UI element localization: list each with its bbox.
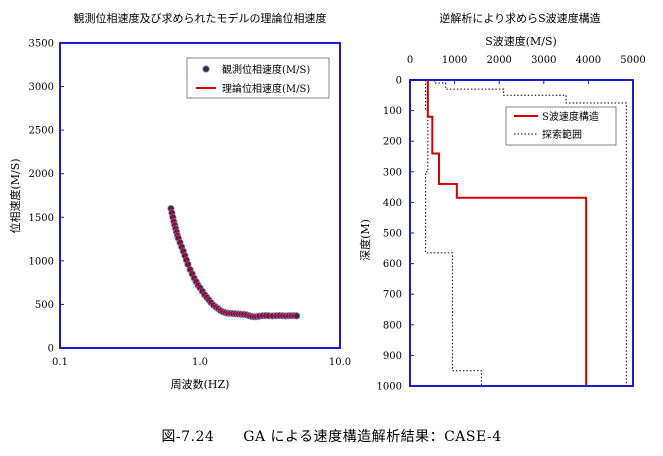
right-ytick-label: 0 xyxy=(396,76,402,87)
right-chart-title: 逆解析により求めらS波速度構造 xyxy=(439,11,600,25)
right-ytick-label: 500 xyxy=(383,229,402,240)
left-ytick-label: 3500 xyxy=(29,39,54,50)
right-ytick-label: 100 xyxy=(383,106,402,117)
right-x-axis-label: S波速度(M/S) xyxy=(485,34,557,48)
left-xtick-label: 0.1 xyxy=(52,357,68,368)
s-wave-profile-line xyxy=(426,80,588,386)
right-ytick-label: 400 xyxy=(383,198,402,209)
right-xtick-label: 2000 xyxy=(486,55,511,66)
legend-observed-marker xyxy=(202,65,210,73)
right-ytick-label: 200 xyxy=(383,137,402,148)
legend-search-range-label: 探索範囲 xyxy=(542,128,582,141)
legend-s-wave-label: S波速度構造 xyxy=(542,110,599,123)
right-ytick-label: 800 xyxy=(383,320,402,331)
legend-theoretical-label: 理論位相速度(M/S) xyxy=(222,82,310,95)
left-chart-title: 観測位相速度及び求められたモデルの理論位相速度 xyxy=(74,11,327,25)
left-ytick-label: 3000 xyxy=(29,82,54,93)
left-y-axis-label: 位相速度(M/S) xyxy=(8,158,22,233)
left-x-axis-label: 周波数(HZ) xyxy=(171,378,230,391)
left-xtick-label: 1.0 xyxy=(192,357,208,368)
left-ytick-label: 500 xyxy=(35,300,54,311)
right-ytick-label: 1000 xyxy=(377,382,402,393)
right-xtick-label: 0 xyxy=(407,55,413,66)
right-ytick-label: 600 xyxy=(383,259,402,270)
left-plot-frame xyxy=(59,42,341,349)
left-ytick-label: 1500 xyxy=(29,213,54,224)
left-ytick-label: 1000 xyxy=(29,256,54,267)
right-xtick-label: 1000 xyxy=(442,55,467,66)
right-xtick-label: 3000 xyxy=(531,55,556,66)
right-ytick-label: 300 xyxy=(383,167,402,178)
search-range-line-1 xyxy=(425,80,482,386)
right-xtick-label: 5000 xyxy=(620,55,645,66)
right-ytick-label: 900 xyxy=(383,351,402,362)
left-ytick-label: 2000 xyxy=(29,169,54,180)
right-y-axis-label: 深度(M) xyxy=(358,219,372,261)
search-range-line-2 xyxy=(434,80,627,386)
left-legend-box xyxy=(186,57,330,99)
left-ytick-label: 2500 xyxy=(29,126,54,137)
legend-observed-label: 観測位相速度(M/S) xyxy=(222,63,310,76)
right-xtick-label: 4000 xyxy=(576,55,601,66)
figure-caption: 図-7.24 GA による速度構造解析結果：CASE-4 xyxy=(161,429,502,445)
theoretical-line xyxy=(170,208,297,318)
left-xtick-label: 10.0 xyxy=(329,357,351,368)
left-ytick-label: 0 xyxy=(48,344,54,355)
right-legend-box xyxy=(505,106,617,146)
right-ytick-label: 700 xyxy=(383,290,402,301)
